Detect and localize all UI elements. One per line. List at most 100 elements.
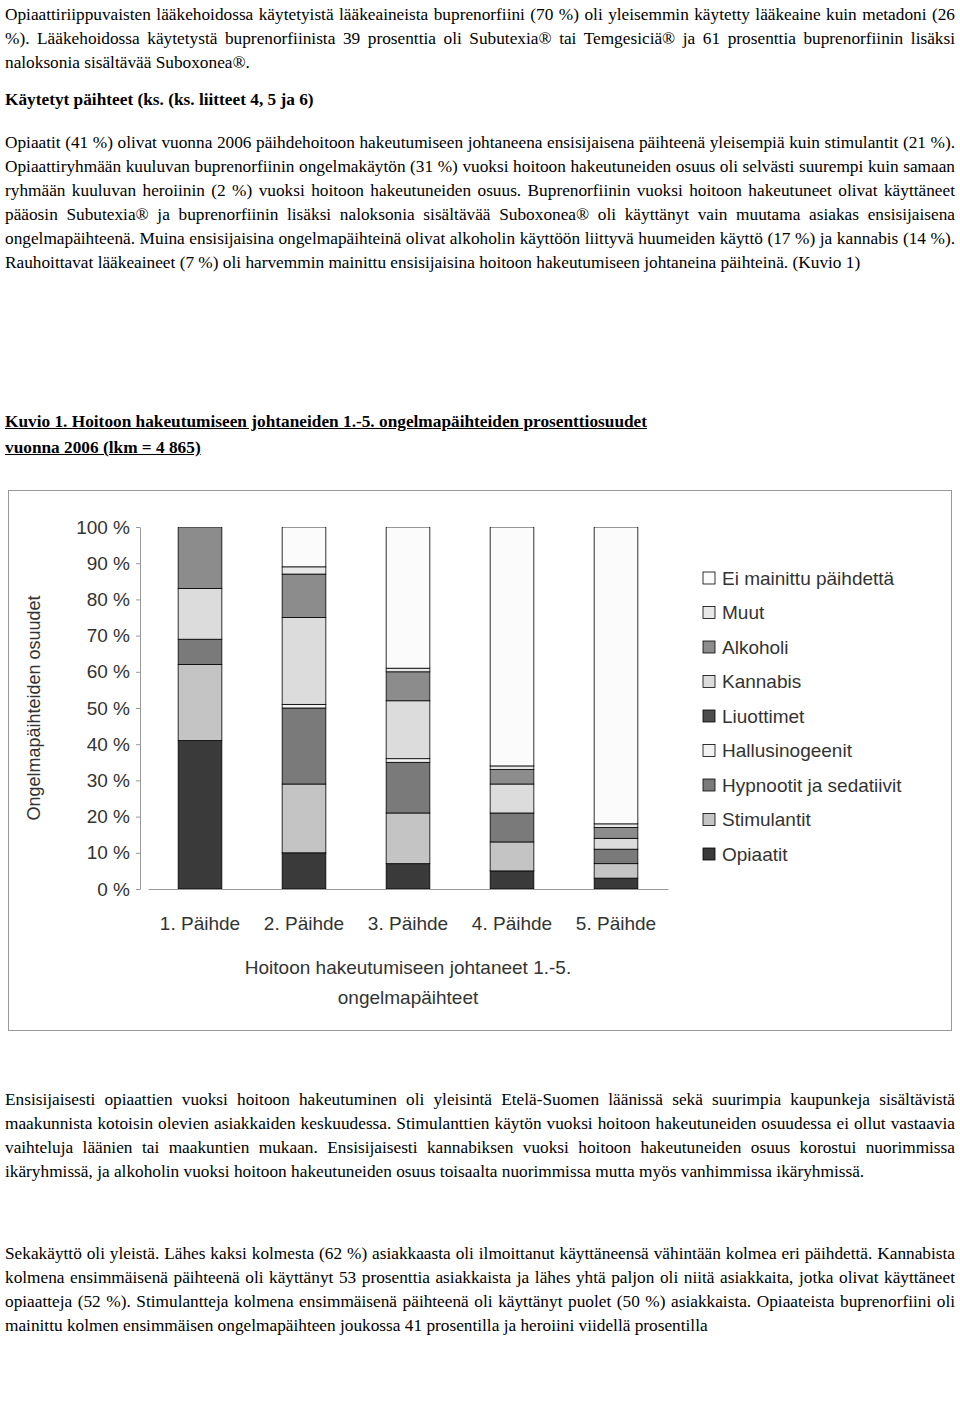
bar-segment [178,665,222,741]
bar-segment [594,878,638,889]
bar-segment [386,759,430,763]
y-tick-label: 40 % [87,734,130,755]
series [178,527,638,838]
bar-segment [386,762,430,813]
x-tick: 2. Päihde [264,889,344,934]
series [178,741,638,889]
paragraph: Opiaatit (41 %) olivat vuonna 2006 päihd… [5,131,955,275]
y-tick-mark [136,599,140,600]
legend-label: Kannabis [722,671,801,692]
legend-swatch [703,607,715,619]
legend-swatch [703,779,715,791]
bar-segment [386,527,430,668]
bar-segment [594,864,638,878]
y-tick: 90 % [87,553,140,574]
bar-segment [282,527,326,567]
bar-segment [594,824,638,828]
y-tick-label: 20 % [87,806,130,827]
series [282,527,638,824]
legend-label: Liuottimet [722,706,805,727]
y-tick: 70 % [87,625,140,646]
bar-segment [178,527,222,528]
y-tick-mark [136,672,140,673]
y-tick: 80 % [87,589,140,610]
x-tick-label: 1. Päihde [160,913,240,934]
bar-segment [490,813,534,842]
paragraph: Opiaattiriippuvaisten lääkehoidossa käyt… [5,3,955,75]
y-tick: 40 % [87,734,140,755]
bar-segment [490,842,534,871]
y-tick: 100 % [76,517,140,538]
chart-svg: 0 %10 %20 %30 %40 %50 %60 %70 %80 %90 %1… [0,0,960,1409]
y-tick: 50 % [87,698,140,719]
x-tick: 1. Päihde [160,889,240,934]
bar-segment [282,708,326,784]
legend-item: Liuottimet [703,706,805,727]
bar-segment [386,864,430,889]
bar-segment [282,567,326,574]
y-tick-label: 30 % [87,770,130,791]
bar-segment [594,838,638,849]
y-tick: 0 % [97,879,140,900]
bar-segment [490,784,534,813]
legend-item: Opiaatit [703,844,788,865]
legend-label: Hypnootit ja sedatiivit [722,775,902,796]
x-tick: 4. Päihde [472,889,552,934]
bar-segment [490,527,534,766]
y-tick-mark [136,636,140,637]
bar-segment [490,766,534,770]
x-axis: 1. Päihde 2. Päihde 3. Päihde 4. Päihde 5. P… [149,889,669,934]
bar-segment [594,827,638,838]
legend-swatch [703,641,715,653]
bar-segment [282,853,326,889]
paragraph: vuonna 2006 (lkm = 4 865) [5,436,955,460]
legend-swatch [703,848,715,860]
y-tick: 20 % [87,806,140,827]
y-tick: 10 % [87,842,140,863]
x-tick-label: 5. Päihde [576,913,656,934]
legend-item: Hypnootit ja sedatiivit [703,775,902,796]
legend-label: Opiaatit [722,844,788,865]
y-tick: 30 % [87,770,140,791]
paragraph: Kuvio 1. Hoitoon hakeutumiseen johtaneid… [5,410,955,434]
series [178,665,638,879]
y-tick-label: 100 % [76,517,130,538]
series [282,567,638,828]
x-tick: 5. Päihde [576,889,656,934]
legend-swatch [703,814,715,826]
y-tick-mark [136,817,140,818]
y-tick-label: 90 % [87,553,130,574]
paragraph: Sekakäyttö oli yleistä. Lähes kaksi kolm… [5,1242,955,1338]
y-axis-line [140,528,141,890]
bar-segment [594,527,638,824]
x-tick: 3. Päihde [368,889,448,934]
series [178,639,638,863]
legend-item: Muut [703,602,765,623]
legend-item: Ei mainittu päihdettä [703,568,895,589]
bar-segment [178,589,222,640]
legend-item: Hallusinogeenit [703,740,853,761]
y-tick-mark [136,527,140,528]
bar-segment [282,618,326,705]
bar-segment [178,527,222,528]
paragraph: Ensisijaisesti opiaattien vuoksi hoitoon… [5,1088,955,1184]
legend-swatch [703,710,715,722]
y-axis-title: Ongelmapäihteiden osuudet [24,595,44,820]
y-tick-mark [136,563,140,564]
y-tick-mark [136,889,140,890]
legend: Ei mainittu päihdettä Muut Alkoholi Kannabi… [703,568,902,865]
bar-segment [178,527,222,589]
legend-item: Stimulantit [703,809,811,830]
legend-label: Stimulantit [722,809,811,830]
chart-frame [9,491,952,1031]
x-tick-label: 4. Päihde [472,913,552,934]
legend-swatch [703,745,715,757]
x-tick-label: 2. Päihde [264,913,344,934]
bar-segment [178,741,222,889]
legend-swatch [703,676,715,688]
legend-item: Alkoholi [703,637,789,658]
y-axis: 0 %10 %20 %30 %40 %50 %60 %70 %80 %90 %1… [76,517,140,900]
bar-segment [490,770,534,784]
y-tick-label: 10 % [87,842,130,863]
legend-label: Muut [722,602,765,623]
